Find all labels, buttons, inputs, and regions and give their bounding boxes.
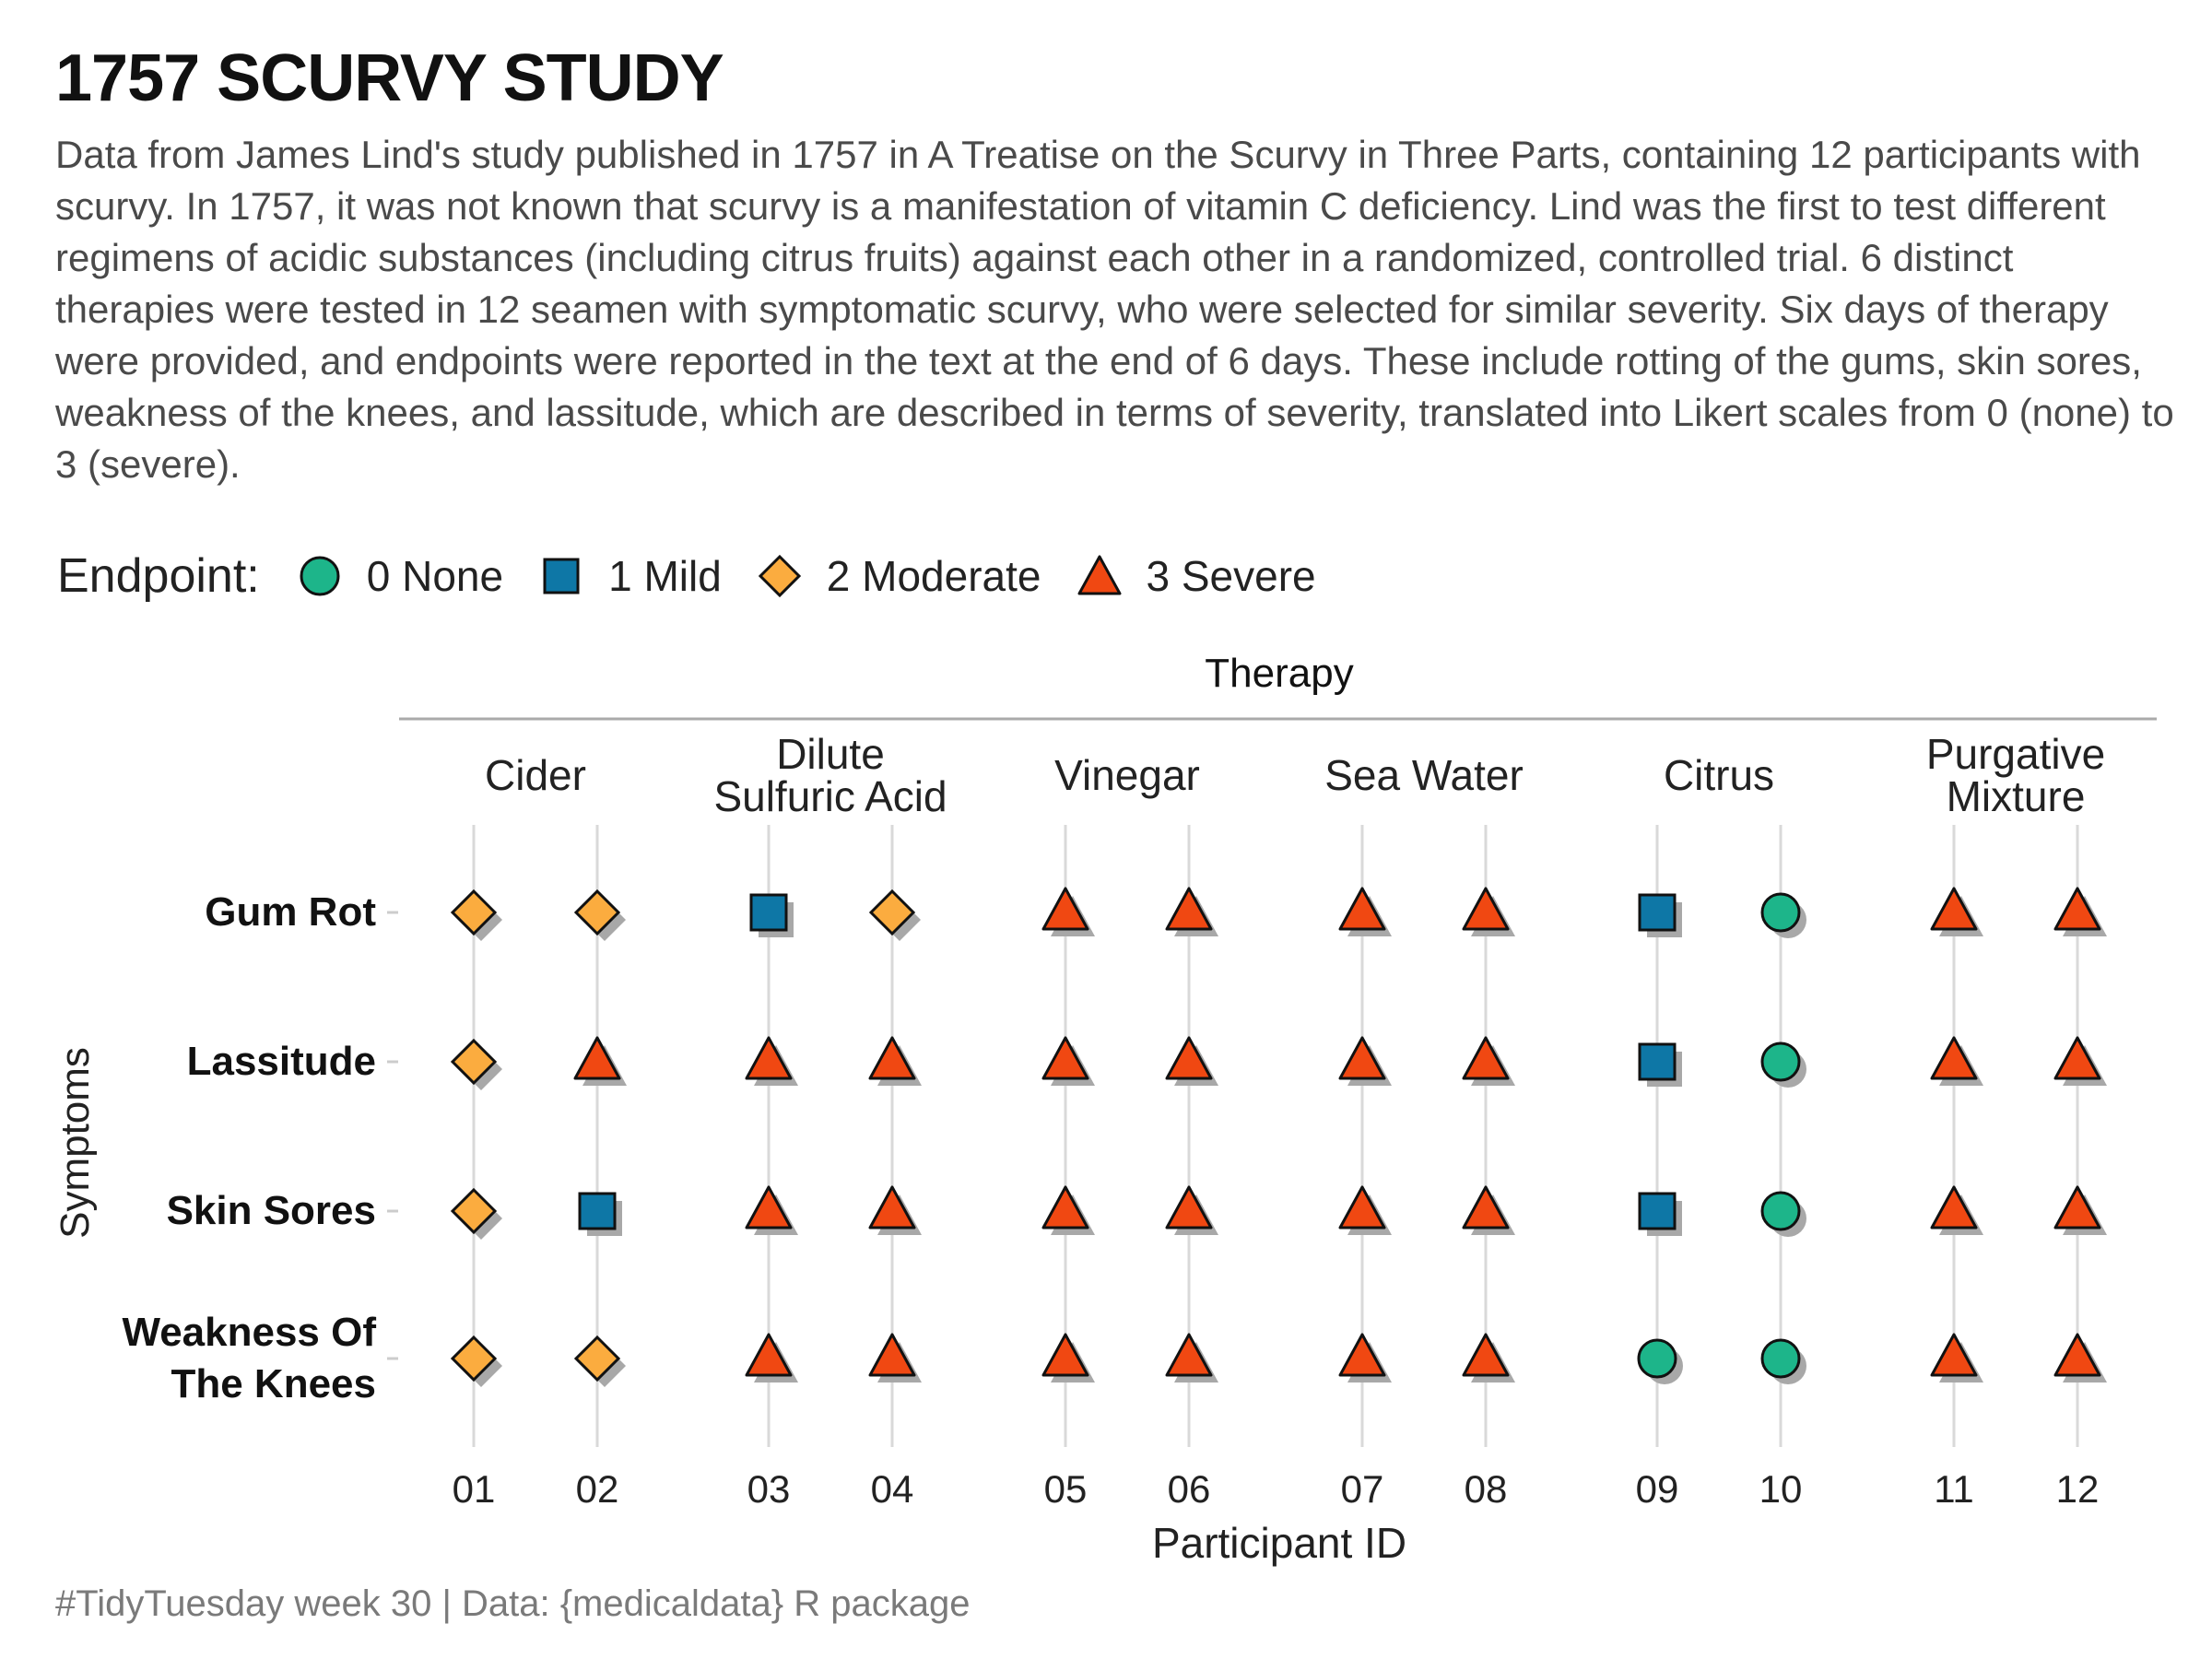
data-point xyxy=(1760,1041,1806,1088)
circle-icon xyxy=(300,556,340,596)
data-point xyxy=(1462,1185,1515,1235)
data-point xyxy=(2053,1036,2107,1086)
data-point xyxy=(1760,1338,1806,1384)
legend-item-severe: 3 Severe xyxy=(1077,551,1316,601)
data-point xyxy=(2053,1333,2107,1382)
y-axis-title: Symptoms xyxy=(53,1047,98,1239)
data-point xyxy=(749,893,794,937)
data-point xyxy=(2053,1185,2107,1235)
symptom-label: The Knees xyxy=(171,1361,376,1406)
data-point xyxy=(1638,1192,1682,1236)
data-point xyxy=(868,1036,922,1086)
data-point xyxy=(450,888,502,941)
data-point xyxy=(1638,893,1682,937)
symptom-label: Weakness Of xyxy=(122,1310,376,1355)
chart-subtitle: Data from James Lind's study published i… xyxy=(55,133,2174,486)
x-tick-label: 11 xyxy=(1934,1467,1974,1511)
data-point xyxy=(1930,1036,1983,1086)
therapy-label: Purgative xyxy=(1926,730,2105,778)
data-point xyxy=(868,888,921,941)
data-point xyxy=(1930,887,1983,936)
data-point xyxy=(1930,1333,1983,1382)
therapy-label: Vinegar xyxy=(1054,751,1200,799)
data-point xyxy=(745,1036,798,1086)
data-point xyxy=(1638,1042,1682,1087)
legend-label-severe: 3 Severe xyxy=(1146,552,1316,600)
data-point xyxy=(868,1185,922,1235)
legend-item-moderate: 2 Moderate xyxy=(757,551,1041,601)
data-point xyxy=(1165,1333,1218,1382)
data-point xyxy=(2053,887,2107,936)
x-axis-title: Participant ID xyxy=(1152,1519,1406,1567)
therapy-label: Mixture xyxy=(1947,772,2086,820)
data-point xyxy=(1041,1333,1095,1382)
symptom-label: Gum Rot xyxy=(205,889,376,935)
legend-item-none: 0 None xyxy=(297,551,503,601)
x-tick-label: 09 xyxy=(1636,1467,1679,1511)
x-tick-label: 08 xyxy=(1465,1467,1508,1511)
x-tick-label: 07 xyxy=(1341,1467,1384,1511)
data-point xyxy=(1760,1191,1806,1237)
data-point xyxy=(1165,1185,1218,1235)
legend-label-none: 0 None xyxy=(366,552,504,600)
chart-caption: #TidyTuesday week 30 | Data: {medicaldat… xyxy=(55,1583,971,1624)
therapy-label: Cider xyxy=(485,751,586,799)
x-tick-label: 01 xyxy=(453,1467,496,1511)
symptom-label: Skin Sores xyxy=(167,1188,376,1233)
legend-item-mild: 1 Mild xyxy=(538,551,722,601)
x-tick-label: 04 xyxy=(871,1467,914,1511)
therapy-label: Sea Water xyxy=(1324,751,1524,799)
data-point xyxy=(1041,1036,1095,1086)
data-point xyxy=(450,1187,502,1240)
data-point xyxy=(1930,1185,1983,1235)
data-point xyxy=(1462,887,1515,936)
legend-title: Endpoint: xyxy=(57,549,260,603)
data-point xyxy=(1462,1036,1515,1086)
x-tick-label: 03 xyxy=(747,1467,791,1511)
symptom-label: Lassitude xyxy=(187,1039,376,1084)
data-point xyxy=(1760,892,1806,938)
chart-title: 1757 SCURVY STUDY xyxy=(55,41,724,115)
therapy-label: Citrus xyxy=(1664,751,1774,799)
data-point xyxy=(1338,1036,1392,1086)
data-point xyxy=(573,1335,626,1387)
data-point xyxy=(578,1192,622,1236)
therapy-label: Sulfuric Acid xyxy=(713,772,947,820)
legend-label-moderate: 2 Moderate xyxy=(826,552,1041,600)
x-tick-label: 05 xyxy=(1044,1467,1088,1511)
data-point xyxy=(1462,1333,1515,1382)
legend-label-mild: 1 Mild xyxy=(608,552,722,600)
data-point xyxy=(1041,887,1095,936)
data-point xyxy=(1338,887,1392,936)
data-point xyxy=(573,1036,627,1086)
data-point xyxy=(1338,1333,1392,1382)
square-icon xyxy=(543,558,580,594)
data-point xyxy=(745,1333,798,1382)
data-point xyxy=(1338,1185,1392,1235)
triangle-icon xyxy=(1077,555,1121,595)
data-point xyxy=(450,1038,502,1090)
data-point xyxy=(573,888,626,941)
data-point xyxy=(1041,1185,1095,1235)
x-tick-label: 10 xyxy=(1759,1467,1803,1511)
data-point xyxy=(1165,887,1218,936)
x-tick-label: 06 xyxy=(1168,1467,1211,1511)
x-tick-label: 02 xyxy=(576,1467,619,1511)
x-tick-label: 12 xyxy=(2056,1467,2100,1511)
data-point xyxy=(1637,1338,1683,1384)
data-point xyxy=(868,1333,922,1382)
legend: Endpoint: 0 None 1 Mild 2 Moderate 3 Sev… xyxy=(57,544,1351,608)
therapy-label: Dilute xyxy=(776,730,885,778)
diamond-icon xyxy=(758,554,801,598)
data-point xyxy=(450,1335,502,1387)
facet-title: Therapy xyxy=(1205,651,1353,696)
data-point xyxy=(745,1185,798,1235)
data-point xyxy=(1165,1036,1218,1086)
